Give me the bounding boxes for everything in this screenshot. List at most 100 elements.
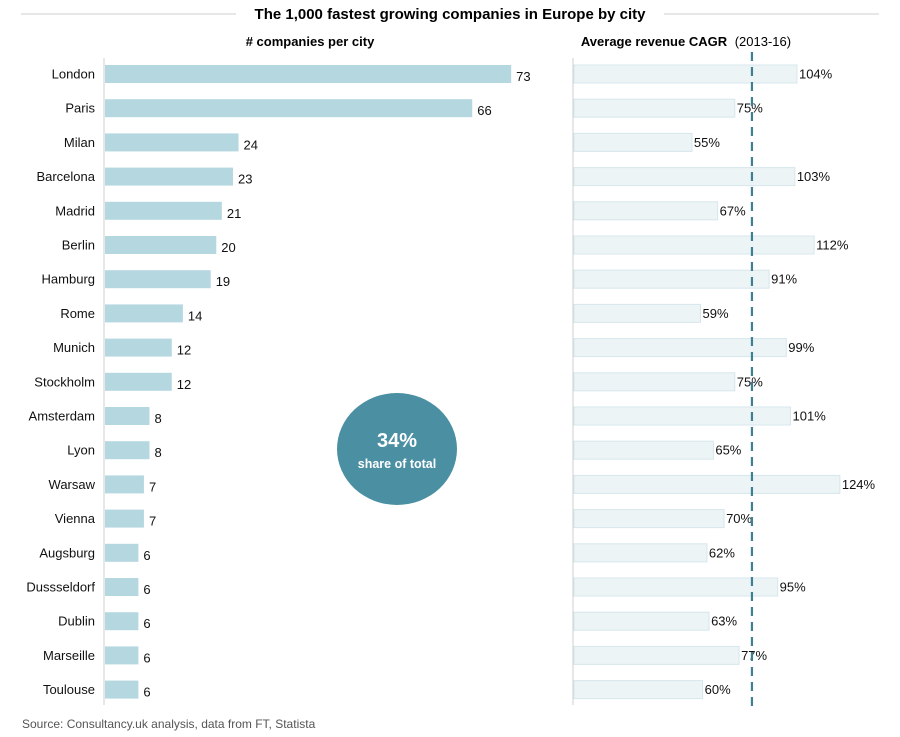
company-bar	[105, 680, 139, 699]
city-label: Amsterdam	[29, 409, 95, 424]
cagr-value: 65%	[715, 443, 741, 458]
city-label: Warsaw	[49, 477, 96, 492]
cagr-bar	[573, 474, 841, 494]
company-bar	[105, 475, 144, 494]
company-value: 12	[177, 343, 191, 358]
cagr-value: 59%	[702, 306, 728, 321]
company-value: 7	[149, 479, 156, 494]
right-header-light: (2013-16)	[735, 34, 791, 49]
company-value: 66	[477, 103, 491, 118]
cagr-value: 101%	[793, 409, 827, 424]
city-label: Toulouse	[43, 682, 95, 697]
cagr-value: 103%	[797, 169, 831, 184]
company-bar	[105, 441, 150, 460]
cagr-value: 55%	[694, 135, 720, 150]
cagr-value: 60%	[705, 682, 731, 697]
city-label: Paris	[65, 101, 95, 116]
cagr-bar	[573, 372, 736, 392]
company-value: 6	[143, 548, 150, 563]
company-value: 21	[227, 206, 241, 221]
cagr-value: 77%	[741, 648, 767, 663]
company-bar	[105, 201, 222, 220]
company-value: 20	[221, 240, 235, 255]
share-bubble	[337, 393, 457, 505]
cagr-bar	[573, 64, 798, 84]
city-label: Munich	[53, 340, 95, 355]
company-value: 6	[143, 616, 150, 631]
city-label: Barcelona	[36, 169, 95, 184]
cagr-bar	[573, 235, 815, 255]
left-panel-header: # companies per city	[246, 34, 375, 49]
city-label: Dublin	[58, 614, 95, 629]
company-bar	[105, 99, 473, 118]
company-bar	[105, 270, 211, 289]
cagr-bar	[573, 338, 787, 358]
city-label: Vienna	[55, 511, 96, 526]
city-label: Lyon	[67, 443, 95, 458]
cagr-bar	[573, 201, 719, 221]
company-bar	[105, 612, 139, 631]
company-bar	[105, 578, 139, 596]
cagr-bar	[573, 577, 779, 597]
company-bar	[105, 304, 183, 323]
company-value: 14	[188, 308, 202, 323]
cagr-bar	[573, 406, 792, 426]
cagr-bar	[573, 680, 704, 700]
company-value: 24	[244, 137, 258, 152]
company-bar	[105, 338, 172, 357]
company-bar	[105, 372, 172, 391]
company-bar	[105, 407, 150, 425]
cagr-value: 62%	[709, 545, 735, 560]
right-panel-header: Average revenue CAGR (2013-16)	[581, 34, 791, 49]
company-bar	[105, 133, 239, 152]
cagr-bar	[573, 645, 740, 665]
company-value: 6	[143, 685, 150, 700]
cagr-bar	[573, 303, 701, 323]
company-value: 73	[516, 69, 530, 84]
city-label: Marseille	[43, 648, 95, 663]
city-label: London	[52, 67, 95, 82]
rows: London 73 104%Paris 66 75%Milan 24 55%Barcelon…	[26, 64, 876, 700]
city-label: Hamburg	[42, 272, 95, 287]
company-value: 7	[149, 514, 156, 529]
city-label: Augsburg	[39, 545, 95, 560]
cagr-bar	[573, 132, 693, 152]
city-label: Milan	[64, 135, 95, 150]
company-bar	[105, 646, 139, 665]
cagr-value: 104%	[799, 67, 833, 82]
source-note: Source: Consultancy.uk analysis, data fr…	[22, 717, 316, 731]
cagr-value: 70%	[726, 511, 752, 526]
cagr-value: 67%	[720, 203, 746, 218]
company-value: 12	[177, 377, 191, 392]
right-header-bold: Average revenue CAGR	[581, 34, 728, 49]
company-value: 8	[155, 445, 162, 460]
company-bar	[105, 167, 233, 186]
company-value: 23	[238, 172, 252, 187]
cagr-value: 99%	[788, 340, 814, 355]
cagr-value: 91%	[771, 272, 797, 287]
cagr-value: 112%	[816, 238, 849, 253]
cagr-value: 95%	[780, 580, 806, 595]
city-label: Stockholm	[34, 374, 95, 389]
company-bar	[105, 509, 144, 528]
city-label: Madrid	[55, 203, 95, 218]
company-value: 6	[143, 650, 150, 665]
cagr-value: 75%	[737, 101, 763, 116]
company-value: 6	[143, 582, 150, 597]
cagr-bar	[573, 509, 725, 529]
cagr-value: 124%	[842, 477, 876, 492]
company-bar	[105, 65, 512, 83]
cagr-bar	[573, 611, 710, 631]
cagr-bar	[573, 98, 736, 118]
chart-title: The 1,000 fastest growing companies in E…	[255, 6, 647, 23]
city-label: Rome	[60, 306, 95, 321]
cagr-bar	[573, 269, 770, 289]
city-label: Berlin	[62, 238, 95, 253]
cagr-value: 75%	[737, 374, 763, 389]
cagr-bar	[573, 440, 714, 460]
cagr-bar	[573, 167, 796, 187]
cagr-value: 63%	[711, 614, 737, 629]
company-bar	[105, 543, 139, 562]
city-label: Dussseldorf	[26, 580, 95, 595]
